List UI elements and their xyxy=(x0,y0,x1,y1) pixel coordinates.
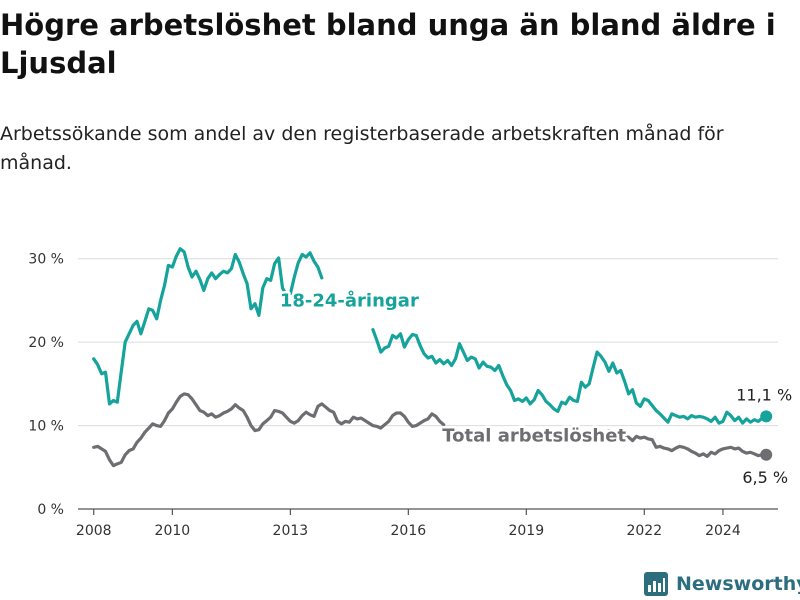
y-tick-label: 20 % xyxy=(28,335,64,351)
x-tick-label: 2016 xyxy=(391,523,427,539)
x-tick-label: 2019 xyxy=(508,523,544,539)
y-tick-label: 30 % xyxy=(28,252,64,268)
x-tick-label: 2013 xyxy=(273,523,309,539)
series-line-youth xyxy=(371,328,768,425)
x-tick-label: 2010 xyxy=(155,523,191,539)
series-label-youth: 18-24-åringar xyxy=(280,289,419,311)
brand-logo: Newsworthy xyxy=(644,569,800,599)
line-chart: 0 % 10 % 20 % 30 % 2008 2010 2013 2016 2019 2022 2… xyxy=(28,247,792,539)
x-tick-label: 2024 xyxy=(705,523,741,539)
chart-title: Högre arbetslöshet bland unga än bland ä… xyxy=(0,8,776,80)
end-value-label-total: 6,5 % xyxy=(742,468,788,487)
series-end-marker-youth xyxy=(760,410,773,423)
series-label-total: Total arbetslöshet xyxy=(442,426,626,447)
bar-chart-logo-icon xyxy=(644,572,668,596)
series-line-youth xyxy=(92,247,324,406)
series-line-total xyxy=(92,392,446,468)
series-line-total xyxy=(607,429,768,458)
y-tick-label: 10 % xyxy=(28,419,64,435)
brand-name: Newsworthy xyxy=(676,573,800,595)
x-tick-label: 2008 xyxy=(76,523,112,539)
x-tick-label: 2022 xyxy=(626,523,662,539)
series-end-marker-total xyxy=(760,448,773,461)
chart-subtitle: Arbetssökande som andel av den registerb… xyxy=(0,123,724,174)
y-tick-label: 0 % xyxy=(37,502,64,518)
end-value-label-youth: 11,1 % xyxy=(736,385,792,404)
